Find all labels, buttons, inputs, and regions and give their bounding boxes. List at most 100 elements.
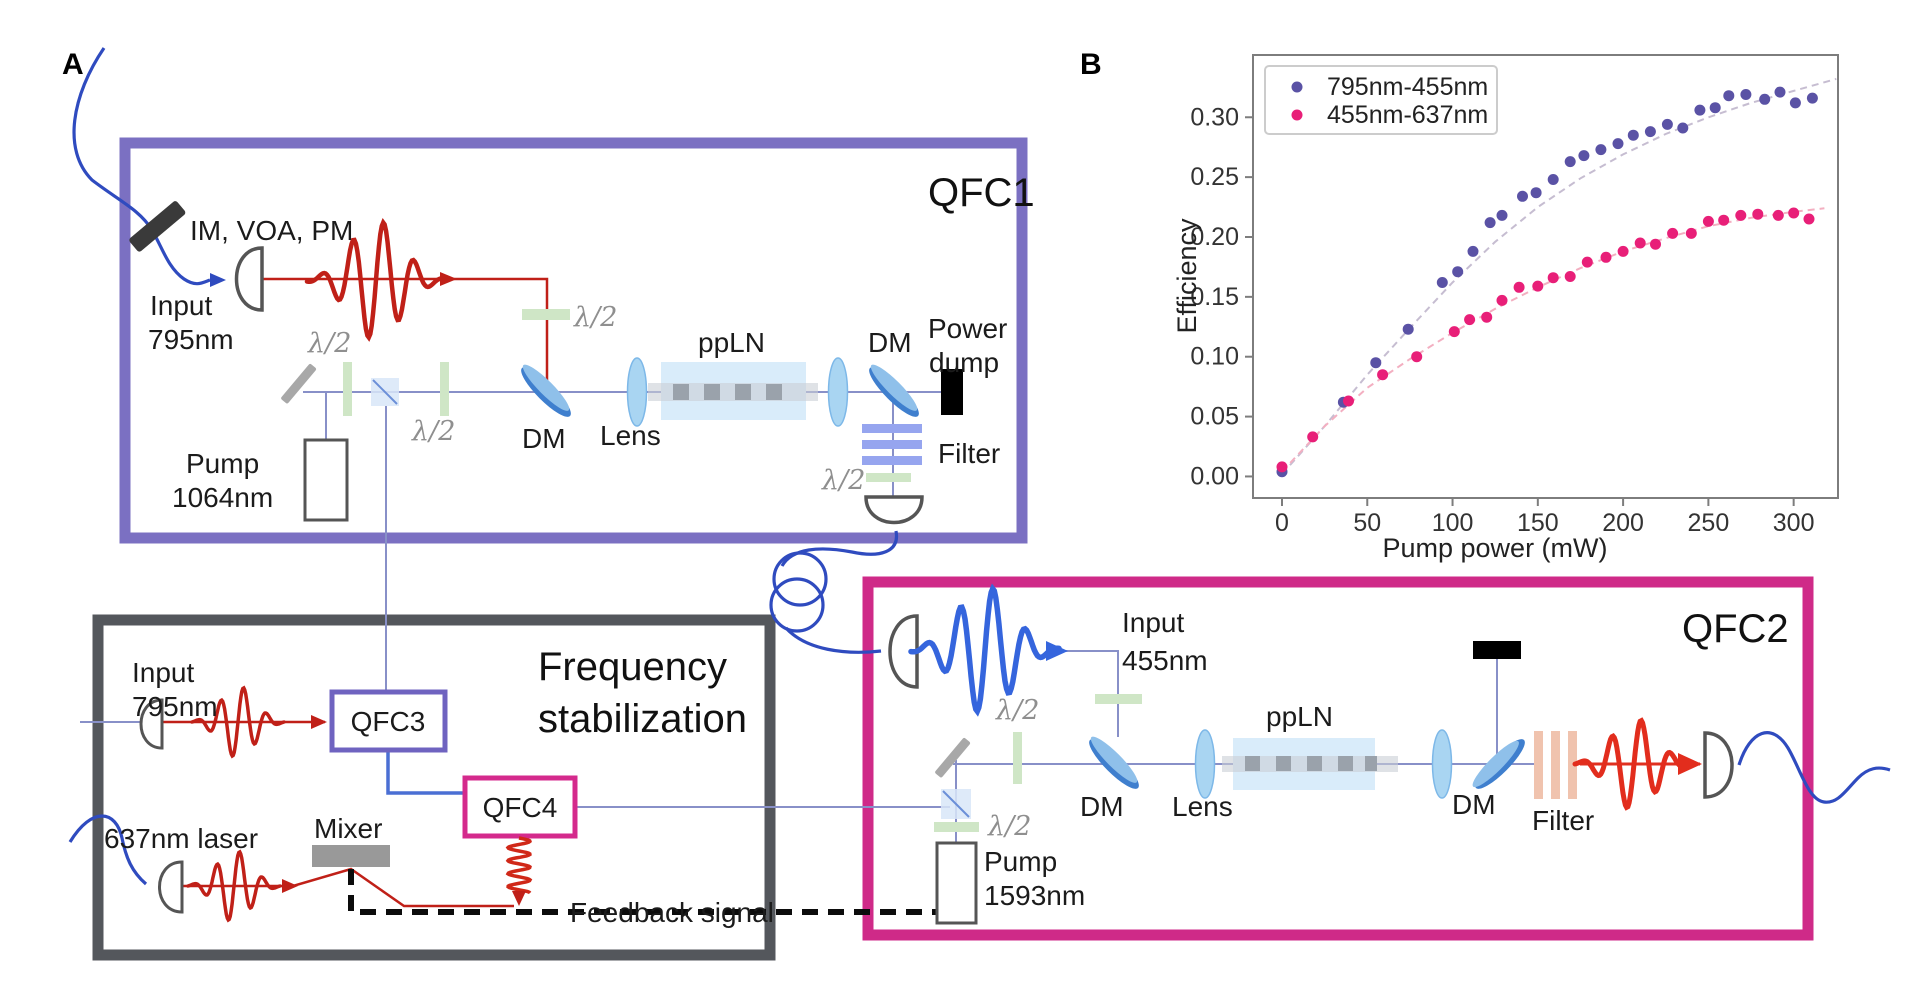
efficiency-chart: B 0 50 100 150 200 250 300 0.00 0.05 0.10 0.15 0.2… [1080, 48, 1839, 563]
chart-ylabel: Efficiency [1172, 218, 1202, 334]
data-point-series2 [1718, 214, 1730, 226]
chart-legend: 795nm-455nm 455nm-637nm [1264, 65, 1498, 135]
data-point-series2 [1481, 311, 1493, 323]
data-point-series1 [1517, 190, 1528, 202]
qfc2-pump-laser [935, 841, 978, 925]
qfc2-output-fiber [1737, 731, 1891, 804]
feedback-signal-line [348, 869, 936, 915]
qfc1-filter [862, 424, 922, 465]
arrow-qfc4-coil [512, 891, 526, 906]
im-voa-pm-component [129, 201, 186, 252]
qfc1-output-coupler [864, 495, 924, 525]
chart-y-ticks: 0.00 0.05 0.10 0.15 0.20 0.25 0.30 [1190, 103, 1253, 490]
qfc1-input-red-beam [262, 277, 549, 388]
data-point-series1 [1612, 138, 1624, 150]
data-point-series2 [1735, 209, 1747, 221]
qfc1-mirror [281, 363, 317, 404]
y-tick-label: 0.05 [1190, 403, 1239, 431]
qfc2-dm1-label: DM [1080, 791, 1124, 822]
qfc1-lens-1 [626, 357, 648, 427]
mixer-component [312, 845, 390, 867]
qfc1-pump-label-1: Pump [186, 448, 259, 479]
optical-fibers [68, 47, 1891, 886]
data-point-series1 [1578, 150, 1590, 162]
data-point-series2 [1600, 251, 1612, 263]
qfc4-feedback-coil [505, 836, 533, 895]
qfc2-pump-label-2: 1593nm [984, 880, 1085, 911]
data-point-series2 [1547, 272, 1559, 284]
arrow-freq-637 [282, 879, 298, 893]
qfc1-lens-2 [827, 357, 849, 427]
data-point-series2 [1581, 256, 1593, 268]
data-point-series2 [1667, 227, 1679, 239]
data-point-series2 [1513, 281, 1525, 293]
data-point-series1 [1759, 93, 1771, 105]
legend-label-series1: 795nm-455nm [1327, 73, 1488, 101]
qfc3-label: QFC3 [351, 706, 426, 737]
x-tick-label: 150 [1517, 509, 1559, 537]
data-point-series1 [1661, 118, 1673, 130]
frequency-stabilization-box [92, 614, 776, 961]
freq-637-fiber [68, 814, 148, 886]
arrowheads [210, 272, 1702, 906]
x-tick-label: 300 [1773, 509, 1815, 537]
y-tick-label: 0.00 [1190, 462, 1239, 490]
qfc2-input-coupler [888, 614, 919, 689]
data-point-series2 [1617, 245, 1629, 257]
fiber-loop-1 [772, 551, 828, 607]
legend-marker-series2 [1291, 109, 1303, 121]
pulse-waveforms [186, 218, 1696, 923]
data-point-series2 [1634, 237, 1646, 249]
qfc1-halfwave-label-3: λ/2 [573, 302, 617, 333]
data-point-series2 [1411, 351, 1423, 363]
data-point-series1 [1644, 126, 1656, 138]
legend-label-series2: 455nm-637nm [1327, 101, 1488, 129]
freq-795-pulse [190, 685, 286, 759]
arrow-qfc2-blue [1046, 641, 1068, 661]
data-point-series2 [1307, 431, 1319, 443]
data-point-series1 [1452, 266, 1464, 278]
data-point-series1 [1496, 209, 1508, 221]
freq-637-pulse [186, 849, 282, 923]
legend-box [1264, 65, 1498, 135]
qfc2-box [862, 576, 1814, 941]
qfc1-input-fiber [72, 47, 211, 286]
im-voa-pm-label: IM, VOA, PM [190, 215, 353, 246]
qfc2-dichroic-mirror-2 [1472, 739, 1525, 789]
data-point-series2 [1532, 280, 1544, 292]
freq-795-coupler [139, 698, 164, 750]
qfc1-filter-label: Filter [938, 438, 1000, 469]
feedback-signal-label: Feedback signal [570, 897, 774, 928]
qfc1-lens-label: Lens [600, 420, 661, 451]
qfc2-filter [1534, 731, 1577, 799]
data-point-series1 [1564, 156, 1576, 168]
qfc2-beamsplitter-diagonal [942, 790, 970, 818]
data-point-series2 [1276, 461, 1288, 473]
fit-curve-series1 [1281, 77, 1837, 475]
qfc1-dm1-label: DM [522, 423, 566, 454]
qfc1-input-label-2: 795nm [148, 324, 234, 355]
y-tick-label: 0.30 [1190, 103, 1239, 131]
chart-xlabel: Pump power (mW) [1382, 533, 1607, 563]
x-tick-label: 50 [1353, 509, 1381, 537]
data-point-series2 [1772, 209, 1784, 221]
setup-boxes [92, 137, 1814, 961]
qfc1-power-dump [941, 369, 963, 415]
qfc1-title: QFC1 [928, 171, 1035, 215]
qfc1-beamsplitter-diagonal [372, 379, 398, 405]
qfc2-dichroic-mirror-1 [1089, 736, 1139, 789]
qfc2-input-label-2: 455nm [1122, 645, 1208, 676]
qfc1-halfwave-label-4: λ/2 [821, 465, 865, 496]
data-point-series1 [1530, 187, 1542, 199]
data-point-series1 [1694, 104, 1706, 116]
laser-637-label: 637nm laser [104, 823, 258, 854]
freq-637-coupler [158, 860, 184, 914]
panel-a-labels: A QFC1 IM, VOA, PM Input 795nm λ/2 λ/2 λ… [62, 48, 1789, 928]
fit-curve-series2 [1281, 207, 1825, 473]
freq-title-1: Frequency [538, 645, 727, 689]
chart-data-points [1276, 86, 1818, 478]
qfc2-halfwave-2 [1095, 694, 1142, 704]
qfc1-pump-laser [303, 438, 349, 522]
qfc2-input-label-1: Input [1122, 607, 1184, 638]
qfc2-power-dump [1473, 641, 1521, 659]
